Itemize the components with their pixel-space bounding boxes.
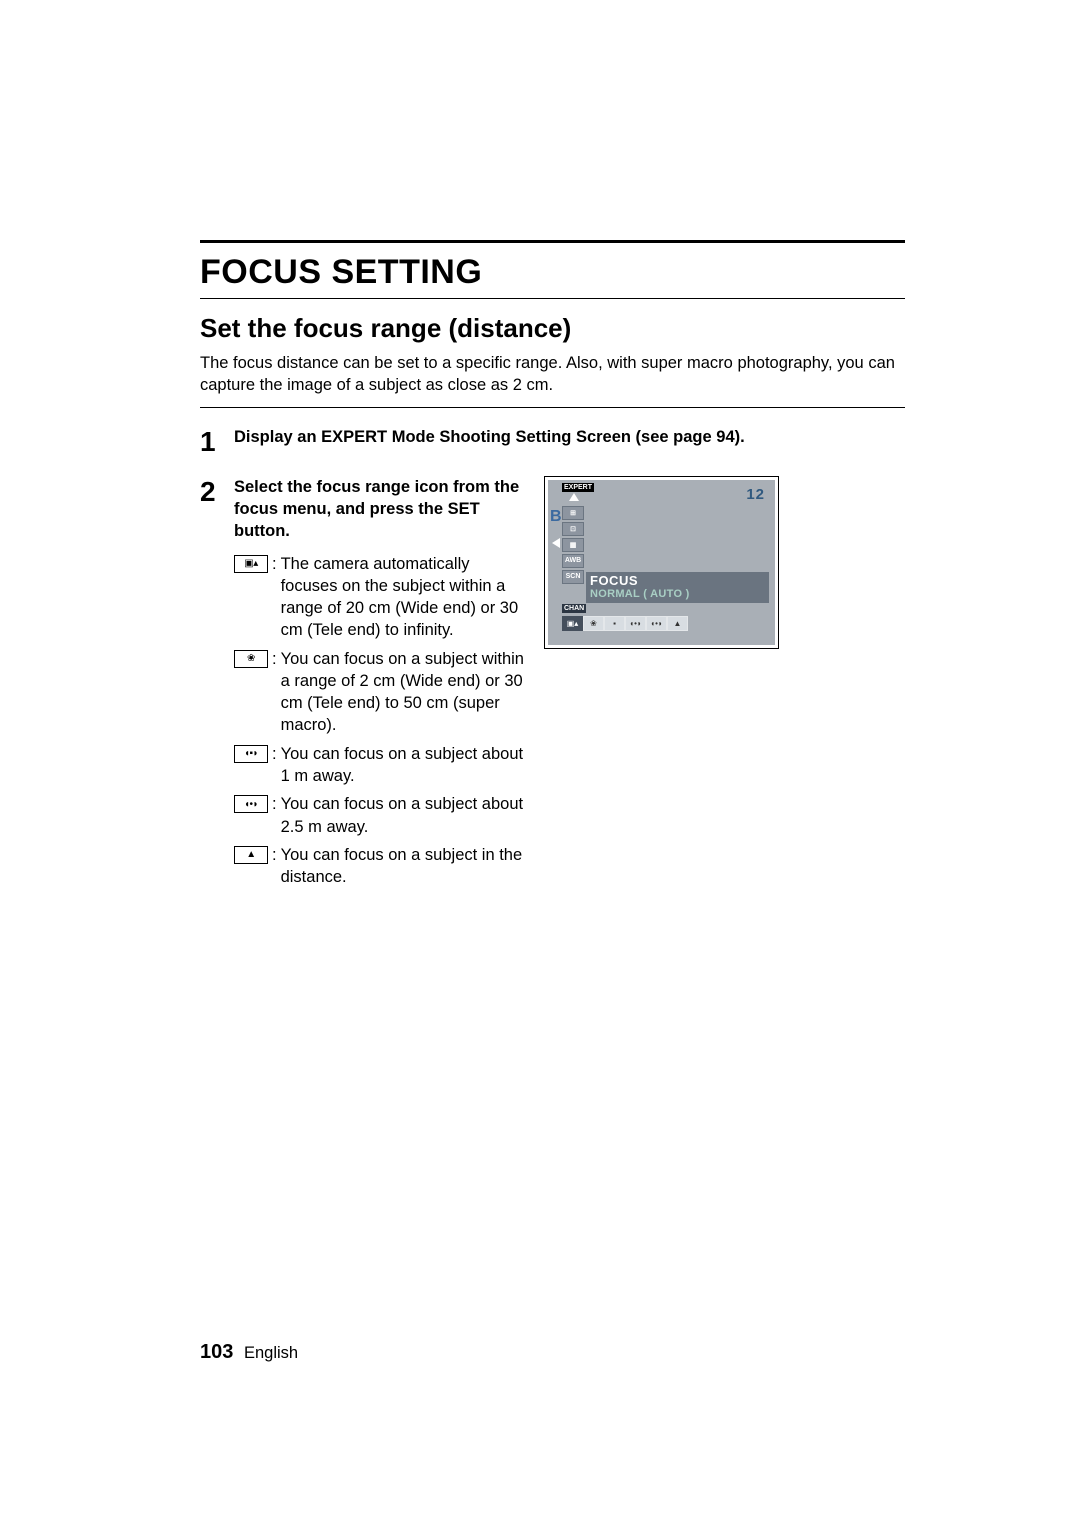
lcd-side-letter: B bbox=[550, 508, 562, 526]
focus-option-normal: ▣▴ : The camera automatically focuses on… bbox=[234, 553, 524, 642]
lcd-highlight-subtitle: NORMAL ( AUTO ) bbox=[590, 588, 765, 600]
page-title: FOCUS SETTING bbox=[200, 253, 905, 292]
focus-option-1m: ◖▪◗ : You can focus on a subject about 1… bbox=[234, 743, 524, 788]
page-footer: 103 English bbox=[200, 1341, 298, 1364]
step-number: 1 bbox=[200, 426, 234, 458]
distance-focus-icon: ▲ bbox=[234, 846, 268, 864]
lcd-screen: 12 EXPERT B ⊞ ⊡ ▦ AWB SCN bbox=[548, 480, 775, 645]
option-description: The camera automatically focuses on the … bbox=[281, 553, 524, 642]
intro-underline bbox=[200, 407, 905, 408]
up-arrow-icon bbox=[569, 493, 579, 501]
macro-focus-icon: ❀ bbox=[234, 650, 268, 668]
lcd-side-icon: AWB bbox=[562, 554, 584, 568]
colon: : bbox=[272, 553, 277, 575]
step-1: 1 Display an EXPERT Mode Shooting Settin… bbox=[200, 426, 905, 458]
section-subtitle: Set the focus range (distance) bbox=[200, 313, 905, 344]
intro-paragraph: The focus distance can be set to a speci… bbox=[200, 352, 905, 397]
footer-language: English bbox=[244, 1344, 298, 1362]
step-1-heading: Display an EXPERT Mode Shooting Setting … bbox=[234, 426, 905, 448]
lcd-side-icon: ▦ bbox=[562, 538, 584, 552]
lcd-bottom-icon: ▣▴ bbox=[562, 616, 583, 631]
option-description: You can focus on a subject within a rang… bbox=[281, 648, 524, 737]
2_5m-focus-icon: ◖•◗ bbox=[234, 795, 268, 813]
lcd-highlight-title: FOCUS bbox=[590, 573, 765, 588]
lcd-screenshot: 12 EXPERT B ⊞ ⊡ ▦ AWB SCN bbox=[544, 476, 779, 649]
colon: : bbox=[272, 844, 277, 866]
lcd-focus-highlight: FOCUS NORMAL ( AUTO ) bbox=[586, 572, 769, 603]
step-2: 2 Select the focus range icon from the f… bbox=[200, 476, 905, 895]
colon: : bbox=[272, 793, 277, 815]
colon: : bbox=[272, 743, 277, 765]
focus-option-macro: ❀ : You can focus on a subject within a … bbox=[234, 648, 524, 737]
steps-list: 1 Display an EXPERT Mode Shooting Settin… bbox=[200, 426, 905, 895]
page-number: 103 bbox=[200, 1341, 233, 1363]
lcd-bottom-icon-strip: ▣▴ ❀ ▪ ◖•◗ ◖•◗ ▲ bbox=[562, 616, 688, 631]
lcd-bottom-icon: ◖•◗ bbox=[625, 616, 646, 631]
lcd-bottom-icon: ▪ bbox=[604, 616, 625, 631]
lcd-bottom-icon: ❀ bbox=[583, 616, 604, 631]
option-description: You can focus on a subject in the distan… bbox=[281, 844, 524, 889]
left-arrow-icon bbox=[552, 538, 560, 548]
1m-focus-icon: ◖▪◗ bbox=[234, 745, 268, 763]
option-description: You can focus on a subject about 1 m awa… bbox=[281, 743, 524, 788]
lcd-side-icon-column: ⊞ ⊡ ▦ AWB SCN bbox=[562, 506, 584, 584]
lcd-side-icon: ⊞ bbox=[562, 506, 584, 520]
step-2-heading: Select the focus range icon from the foc… bbox=[234, 476, 524, 543]
lcd-shots-remaining: 12 bbox=[746, 486, 765, 503]
lcd-bottom-icon: ▲ bbox=[667, 616, 688, 631]
step-number: 2 bbox=[200, 476, 234, 895]
title-underline bbox=[200, 298, 905, 299]
lcd-side-icon: ⊡ bbox=[562, 522, 584, 536]
lcd-bottom-icon: ◖•◗ bbox=[646, 616, 667, 631]
colon: : bbox=[272, 648, 277, 670]
option-description: You can focus on a subject about 2.5 m a… bbox=[281, 793, 524, 838]
normal-focus-icon: ▣▴ bbox=[234, 555, 268, 573]
step-2-text-column: Select the focus range icon from the foc… bbox=[234, 476, 524, 895]
lcd-chan-label: CHAN bbox=[562, 604, 586, 613]
top-rule bbox=[200, 240, 905, 243]
focus-option-2-5m: ◖•◗ : You can focus on a subject about 2… bbox=[234, 793, 524, 838]
lcd-side-icon: SCN bbox=[562, 570, 584, 584]
lcd-mode-label: EXPERT bbox=[562, 483, 594, 492]
manual-page: FOCUS SETTING Set the focus range (dista… bbox=[0, 0, 1080, 1529]
focus-option-distance: ▲ : You can focus on a subject in the di… bbox=[234, 844, 524, 889]
